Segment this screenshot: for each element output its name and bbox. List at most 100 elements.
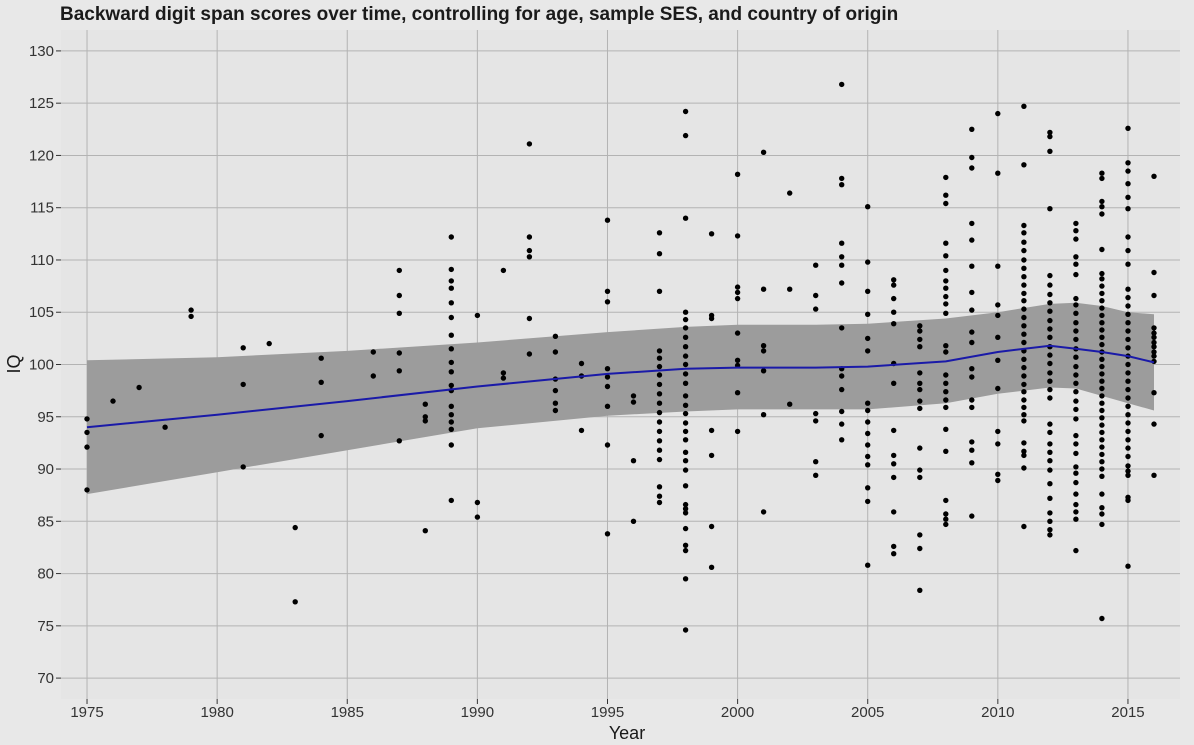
data-point <box>526 351 533 357</box>
data-point <box>995 428 1001 435</box>
data-point <box>1099 437 1105 443</box>
data-point <box>1125 247 1131 254</box>
x-tick-label: 2000 <box>721 704 754 721</box>
data-point <box>1125 412 1131 418</box>
data-point <box>969 366 975 372</box>
data-point <box>1099 290 1105 297</box>
data-point <box>1125 563 1131 569</box>
data-point <box>1125 125 1131 131</box>
data-point <box>1099 246 1105 253</box>
data-point <box>1151 292 1157 299</box>
data-point <box>734 171 741 177</box>
chart-title: Backward digit span scores over time, co… <box>60 4 898 25</box>
data-point <box>1151 472 1157 478</box>
data-point <box>943 285 949 291</box>
data-point <box>526 254 533 260</box>
data-point <box>813 292 819 299</box>
data-point <box>1021 247 1027 254</box>
data-point <box>1073 372 1079 378</box>
data-point <box>865 498 871 505</box>
data-point <box>1099 175 1105 182</box>
data-point <box>969 263 975 269</box>
data-point <box>1151 344 1157 350</box>
data-point <box>1073 220 1079 227</box>
data-point <box>891 551 897 557</box>
y-tick-label: 105 <box>29 304 54 321</box>
data-point <box>839 437 845 443</box>
data-point <box>917 370 923 376</box>
data-point <box>865 259 871 265</box>
data-point <box>917 405 923 412</box>
data-point <box>500 267 507 274</box>
data-point <box>1125 311 1131 317</box>
data-point <box>448 412 454 418</box>
data-point <box>370 373 376 379</box>
data-point <box>943 310 949 316</box>
data-point <box>682 542 689 548</box>
data-point <box>448 382 454 389</box>
data-point <box>708 523 715 530</box>
data-point <box>1073 547 1079 554</box>
x-tick-label: 1975 <box>70 704 103 721</box>
data-point <box>630 458 637 464</box>
data-point <box>1073 363 1079 370</box>
data-point <box>917 336 923 343</box>
data-point <box>969 329 975 335</box>
x-tick-label: 2015 <box>1111 704 1144 721</box>
data-point <box>760 368 767 374</box>
data-point <box>813 410 819 417</box>
data-point <box>891 277 897 283</box>
data-point <box>891 461 897 467</box>
data-point <box>1047 518 1053 524</box>
data-point <box>787 190 793 196</box>
data-point <box>1099 393 1105 399</box>
data-point <box>396 438 402 444</box>
data-point <box>813 306 819 312</box>
data-point <box>917 386 923 393</box>
data-point <box>682 309 689 315</box>
data-point <box>604 299 611 305</box>
data-point <box>969 154 975 161</box>
data-point <box>1073 398 1079 404</box>
data-point <box>1021 331 1027 337</box>
data-point <box>1021 465 1027 471</box>
data-point <box>552 333 559 339</box>
data-point <box>1021 381 1027 388</box>
data-point <box>1021 257 1027 263</box>
data-point <box>1047 326 1053 332</box>
data-point <box>630 518 637 524</box>
data-point <box>1021 418 1027 424</box>
data-point <box>734 284 741 290</box>
data-point <box>1125 261 1131 267</box>
data-point <box>865 400 871 406</box>
data-point <box>760 348 767 354</box>
data-point <box>1047 441 1053 447</box>
data-point <box>1047 370 1053 376</box>
data-point <box>1151 334 1157 340</box>
data-point <box>995 357 1001 363</box>
data-point <box>1099 270 1105 277</box>
data-point <box>1047 481 1053 487</box>
x-tick-label: 1990 <box>461 704 494 721</box>
data-point <box>1099 422 1105 428</box>
data-point <box>1047 308 1053 314</box>
data-point <box>1047 206 1053 212</box>
data-point <box>734 390 741 396</box>
data-point <box>448 332 454 338</box>
data-point <box>943 343 949 349</box>
data-point <box>787 401 793 407</box>
data-point <box>1125 378 1131 384</box>
data-point <box>1047 300 1053 306</box>
data-point <box>1047 360 1053 367</box>
data-point <box>396 350 402 356</box>
data-point <box>865 335 871 342</box>
data-point <box>682 458 689 464</box>
data-point <box>318 379 324 385</box>
data-point <box>448 497 454 504</box>
data-point <box>1047 378 1053 384</box>
data-point <box>656 400 663 406</box>
data-point <box>1047 334 1053 340</box>
data-point <box>1099 459 1105 465</box>
data-point <box>682 402 689 408</box>
data-point <box>865 288 871 294</box>
